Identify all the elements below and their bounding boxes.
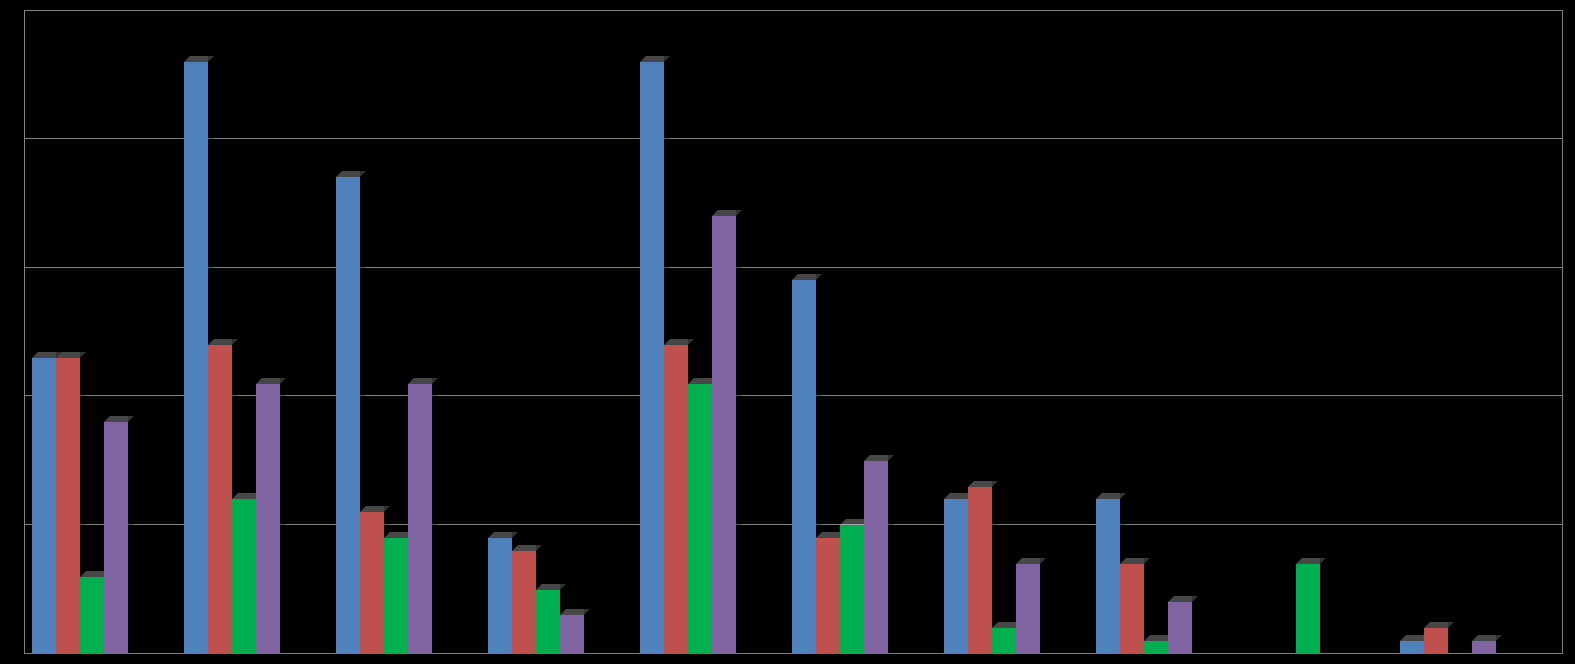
bar-group xyxy=(944,10,1072,654)
bar xyxy=(512,10,536,654)
series-3-bar xyxy=(1144,641,1168,654)
grouped-bar-chart xyxy=(0,0,1575,664)
series-1-bar xyxy=(1096,499,1120,654)
bar-group xyxy=(1096,10,1224,654)
series-1-bar xyxy=(336,177,360,654)
bar xyxy=(968,10,992,654)
bar xyxy=(1016,10,1040,654)
bar xyxy=(1472,10,1496,654)
bar xyxy=(1096,10,1120,654)
bar xyxy=(1424,10,1448,654)
bar xyxy=(56,10,80,654)
bar-group xyxy=(336,10,464,654)
bar xyxy=(208,10,232,654)
series-3-bar xyxy=(384,538,408,654)
series-3-bar xyxy=(840,525,864,654)
bar xyxy=(536,10,560,654)
series-1-bar xyxy=(640,62,664,654)
bar xyxy=(184,10,208,654)
bar xyxy=(32,10,56,654)
bar xyxy=(232,10,256,654)
bar-group xyxy=(640,10,768,654)
bar xyxy=(1144,10,1168,654)
series-4-bar xyxy=(1016,564,1040,654)
bar xyxy=(1272,10,1296,654)
bar-group xyxy=(184,10,312,654)
series-4-bar xyxy=(408,384,432,654)
series-2-bar xyxy=(56,358,80,654)
series-2-bar xyxy=(1424,628,1448,654)
series-1-bar xyxy=(32,358,56,654)
series-3-bar xyxy=(688,384,712,654)
bar xyxy=(1400,10,1424,654)
bar xyxy=(712,10,736,654)
bar xyxy=(360,10,384,654)
series-4-bar xyxy=(560,615,584,654)
bar-group xyxy=(488,10,616,654)
bar-group xyxy=(1248,10,1376,654)
bar xyxy=(1120,10,1144,654)
series-4-bar xyxy=(256,384,280,654)
bar xyxy=(1248,10,1272,654)
series-3-bar xyxy=(80,577,104,654)
bar xyxy=(560,10,584,654)
series-4-bar xyxy=(1472,641,1496,654)
series-3-bar xyxy=(232,499,256,654)
bar xyxy=(792,10,816,654)
bar xyxy=(336,10,360,654)
bar xyxy=(864,10,888,654)
bar xyxy=(80,10,104,654)
series-2-bar xyxy=(512,551,536,654)
series-4-bar xyxy=(712,216,736,654)
series-1-bar xyxy=(184,62,208,654)
bar xyxy=(1320,10,1344,654)
bar-group xyxy=(1400,10,1528,654)
series-1-bar xyxy=(1400,641,1424,654)
series-3-bar xyxy=(1296,564,1320,654)
series-2-bar xyxy=(1120,564,1144,654)
series-2-bar xyxy=(968,487,992,654)
bar xyxy=(488,10,512,654)
series-4-bar xyxy=(864,461,888,654)
series-3-bar xyxy=(992,628,1016,654)
series-1-bar xyxy=(488,538,512,654)
bar xyxy=(104,10,128,654)
series-1-bar xyxy=(944,499,968,654)
plot-area xyxy=(24,10,1563,654)
bar-group xyxy=(792,10,920,654)
bar xyxy=(944,10,968,654)
bar xyxy=(256,10,280,654)
series-3-bar xyxy=(536,590,560,654)
bar xyxy=(408,10,432,654)
series-2-bar xyxy=(208,345,232,654)
series-4-bar xyxy=(104,422,128,654)
bar-group xyxy=(32,10,160,654)
series-2-bar xyxy=(816,538,840,654)
series-2-bar xyxy=(664,345,688,654)
bar xyxy=(1448,10,1472,654)
bar xyxy=(640,10,664,654)
bar xyxy=(992,10,1016,654)
series-1-bar xyxy=(792,280,816,654)
bar xyxy=(1168,10,1192,654)
bar xyxy=(688,10,712,654)
bar xyxy=(664,10,688,654)
bar xyxy=(384,10,408,654)
bar xyxy=(816,10,840,654)
series-4-bar xyxy=(1168,602,1192,654)
series-2-bar xyxy=(360,512,384,654)
bar xyxy=(840,10,864,654)
bar xyxy=(1296,10,1320,654)
